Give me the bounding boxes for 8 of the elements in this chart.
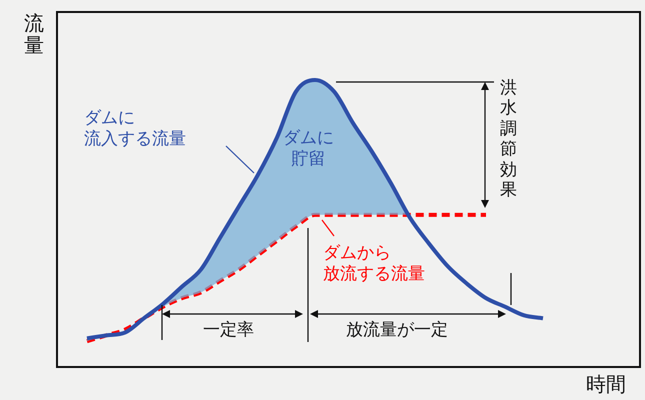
text: ダムに流入する流量	[84, 108, 186, 150]
legend-label: ダムから放流する流量	[323, 243, 425, 286]
annotation: 洪水調節効果	[500, 78, 517, 200]
annotation: 放流量が一定	[346, 320, 448, 342]
x-axis-title: 時間	[586, 372, 626, 397]
y-axis-title: 流量	[24, 11, 44, 57]
annotation: ダムに貯留	[283, 128, 334, 170]
annotation: 一定率	[203, 320, 254, 342]
